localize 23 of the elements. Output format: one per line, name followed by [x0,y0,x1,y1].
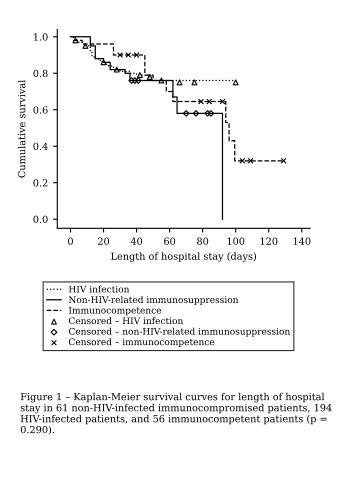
y-tick-label: 0.8 [33,70,48,78]
y-tick-label: 1.0 [34,33,48,41]
x-tick-label: 80 [197,238,208,245]
legend-label: Immunocompetence [68,306,162,316]
x-tick-label: 0 [68,238,73,245]
x-tick-label: 40 [130,238,142,245]
x-tick-label: 100 [228,238,244,245]
legend-label: Censored – non-HIV-related immunosuppression [68,328,290,336]
caption: Figure 1 – Kaplan-Meier survival curves for length of hospital stay in 61 non-HIV-infected immunocompromised patients, 194 HIV-infected patients, and 56 immunocompetent patients (p = 0.290). [20,392,332,435]
y-tick-label: 0.2 [33,179,48,187]
y-tick-label: 0.6 [33,106,48,114]
legend-label: HIV infection [68,286,130,293]
y-tick-label: 0.0 [33,216,48,224]
x-tick-label: 120 [260,238,278,245]
x-axis-title: Length of hospital stay (days) [111,252,256,262]
legend-label: Censored – HIV infection [68,317,184,324]
legend-label: Censored – immunocompetence [68,338,214,347]
x-tick-label: 60 [164,238,176,245]
legend-label: Non-HIV-related immunosuppression [68,296,238,305]
y-axis-title: Cumulative survival [18,80,26,178]
x-tick-label: 20 [98,238,110,245]
x-tick-label: 140 [294,238,310,245]
y-tick-label: 0.4 [33,142,48,150]
